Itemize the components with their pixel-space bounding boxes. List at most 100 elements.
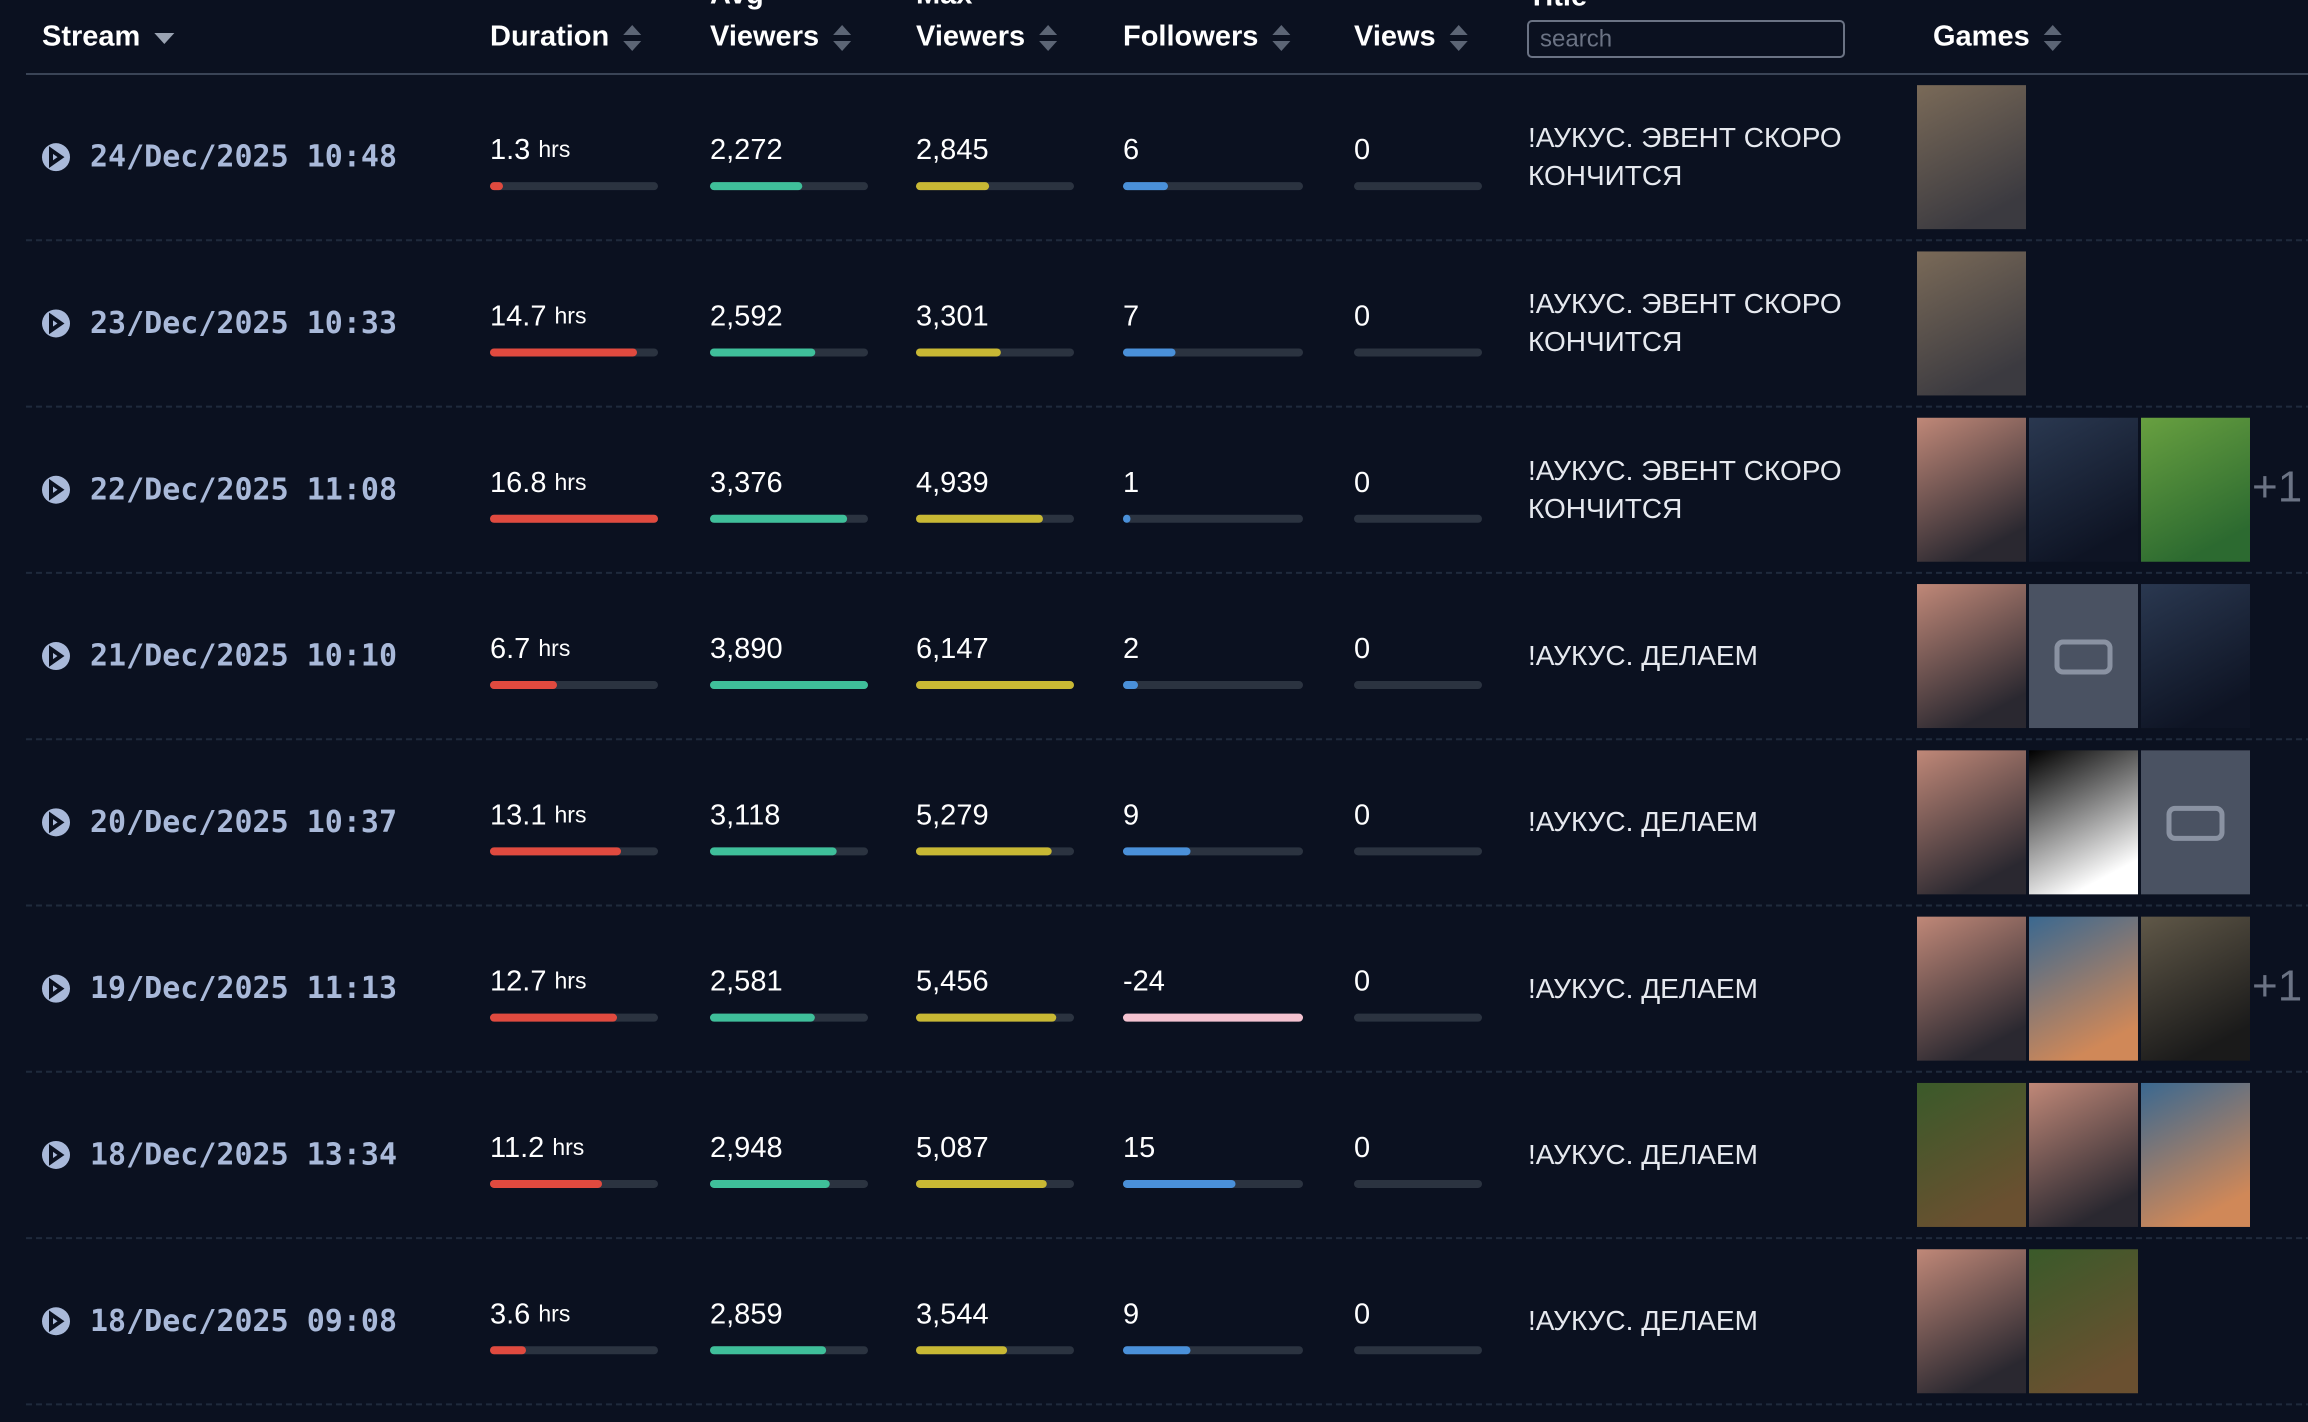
- value-bar: [490, 348, 637, 357]
- value-bar: [710, 348, 816, 357]
- value-text: 2,859: [710, 1298, 783, 1330]
- bar-track: [1123, 182, 1303, 191]
- bar-track: [1354, 681, 1482, 690]
- column-header[interactable]: Duration: [490, 21, 609, 53]
- value-text: 5,087: [916, 1132, 989, 1164]
- value-text: 0: [1354, 300, 1370, 332]
- expand-arrow: [49, 478, 65, 501]
- game-thumbnail[interactable]: [1917, 85, 2026, 230]
- unit-text: hrs: [555, 968, 587, 994]
- cell-value: 13.1 hrs: [490, 799, 586, 831]
- value-bar: [1123, 1013, 1303, 1022]
- game-thumbnail[interactable]: [2029, 1082, 2138, 1227]
- cell-value: 6,147: [916, 633, 989, 665]
- column-header[interactable]: Games: [1933, 21, 2030, 53]
- expand-icon[interactable]: [42, 642, 70, 671]
- sort-icon: [623, 25, 642, 35]
- game-thumbnail[interactable]: [1917, 584, 2026, 729]
- stream-date: 24/Dec/2025 10:48: [90, 140, 397, 175]
- value-bar: [916, 1013, 1057, 1022]
- value-bar: [916, 1179, 1047, 1188]
- bar-track: [1354, 514, 1482, 523]
- value-text: 7: [1123, 300, 1139, 332]
- column-header[interactable]: Views: [1354, 21, 1436, 53]
- cell-value: 5,087: [916, 1132, 989, 1164]
- game-thumbnail[interactable]: [1917, 417, 2026, 562]
- value-text: -24: [1123, 965, 1165, 997]
- expand-icon[interactable]: [42, 475, 70, 504]
- expand-icon[interactable]: [42, 1307, 70, 1336]
- game-thumbnail[interactable]: [2141, 916, 2250, 1061]
- column-header[interactable]: Stream: [42, 21, 140, 53]
- bar-track: [1354, 348, 1482, 357]
- value-text: 6.7: [490, 633, 530, 665]
- cell-value: 0: [1354, 633, 1370, 665]
- game-thumbnail[interactable]: [2029, 916, 2138, 1061]
- unit-text: hrs: [552, 1134, 584, 1160]
- column-header[interactable]: Viewers: [710, 21, 819, 53]
- expand-arrow: [49, 645, 65, 667]
- stream-title: !АУКУС. ЭВЕНТ СКОРО КОНЧИТСЯ: [1528, 288, 1842, 358]
- stream-title: !АУКУС. ДЕЛАЕМ: [1528, 1138, 1758, 1170]
- value-text: 3,544: [916, 1298, 989, 1330]
- stream-date: 22/Dec/2025 11:08: [90, 472, 397, 507]
- expand-arrow: [49, 312, 65, 335]
- cell-value: 15: [1123, 1132, 1155, 1164]
- value-text: 6,147: [916, 633, 989, 665]
- expand-icon[interactable]: [42, 1140, 70, 1169]
- bar-track: [1123, 681, 1303, 690]
- game-thumbnail[interactable]: [1917, 750, 2026, 895]
- bar-track: [1354, 1346, 1482, 1355]
- search-input[interactable]: [1527, 20, 1845, 58]
- cell-value: 2,845: [916, 134, 989, 166]
- game-thumbnail[interactable]: [2141, 417, 2250, 562]
- value-bar: [1123, 1346, 1191, 1355]
- game-thumbnail[interactable]: [1917, 916, 2026, 1061]
- stream-title: !АУКУС. ДЕЛАЕМ: [1528, 972, 1758, 1004]
- value-bar: [1123, 847, 1191, 856]
- game-thumbnail[interactable]: [1917, 1082, 2026, 1227]
- sort-icon: [1039, 41, 1058, 51]
- value-text: 2,581: [710, 965, 783, 997]
- stream-date: 18/Dec/2025 13:34: [90, 1137, 397, 1172]
- value-bar: [1123, 1179, 1236, 1188]
- expand-icon[interactable]: [42, 808, 70, 837]
- expand-icon[interactable]: [42, 974, 70, 1003]
- value-bar: [710, 1179, 830, 1188]
- cell-value: 12.7 hrs: [490, 965, 586, 997]
- value-text: 3,376: [710, 466, 783, 498]
- bar-track: [490, 182, 658, 191]
- stream-title: !АУКУС. ДЕЛАЕМ: [1528, 806, 1758, 838]
- column-header[interactable]: Viewers: [916, 21, 1025, 53]
- game-thumbnail[interactable]: [2141, 584, 2250, 729]
- more-games: +1: [2252, 961, 2302, 1010]
- expand-icon[interactable]: [42, 143, 70, 172]
- column-header[interactable]: Followers: [1123, 21, 1258, 53]
- game-thumbnail[interactable]: [2029, 1249, 2138, 1394]
- title-cell: !АУКУС. ДЕЛАЕМ: [1528, 806, 1758, 838]
- game-thumbnail[interactable]: [2141, 1082, 2250, 1227]
- cell-value: 5,279: [916, 799, 989, 831]
- cell-value: 2,859: [710, 1298, 783, 1330]
- value-text: 6: [1123, 134, 1139, 166]
- game-thumbnail[interactable]: [1917, 1249, 2026, 1394]
- column-header: Title: [1528, 0, 1587, 13]
- cell-value: 0: [1354, 466, 1370, 498]
- game-thumbnail[interactable]: [1917, 251, 2026, 396]
- more-games: +1: [2252, 462, 2302, 511]
- title-cell: !АУКУС. ДЕЛАЕМ: [1528, 1305, 1758, 1336]
- value-text: 3,890: [710, 633, 783, 665]
- cell-value: 1: [1123, 466, 1139, 498]
- game-thumbnail[interactable]: [2029, 417, 2138, 562]
- cell-value: 3,376: [710, 466, 783, 498]
- game-thumbnail[interactable]: [2029, 750, 2138, 895]
- value-text: 3.6: [490, 1298, 530, 1330]
- title-cell: !АУКУС. ЭВЕНТ СКОРО КОНЧИТСЯ: [1528, 122, 1842, 191]
- value-bar: [490, 1179, 602, 1188]
- value-text: 12.7: [490, 965, 546, 997]
- expand-icon[interactable]: [42, 309, 70, 338]
- value-bar: [916, 681, 1074, 690]
- value-bar: [916, 182, 990, 191]
- value-text: 2: [1123, 633, 1139, 665]
- cell-value: 14.7 hrs: [490, 300, 586, 332]
